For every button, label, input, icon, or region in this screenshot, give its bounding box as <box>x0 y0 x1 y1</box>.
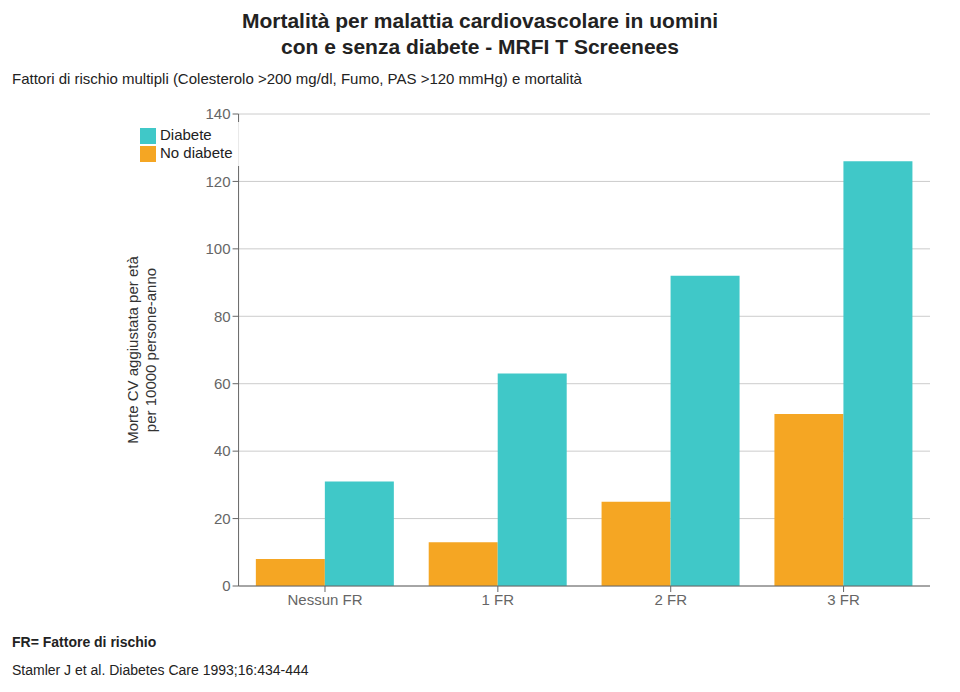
svg-text:40: 40 <box>214 442 231 459</box>
svg-text:0: 0 <box>222 577 230 594</box>
html-text:Mortalità per malattia cardiov: Mortalità per malattia cardiovascolare i… <box>241 9 719 58</box>
html-text:Diabete: Diabete <box>160 126 212 143</box>
svg-text:1 FR: 1 FR <box>482 591 515 608</box>
html-text:Fattori di rischio multipli (C: Fattori di rischio multipli (Colesterolo… <box>12 70 582 87</box>
svg-text:Nessun FR: Nessun FR <box>287 591 362 608</box>
svg-text:2 FR: 2 FR <box>654 591 687 608</box>
html-text:No diabete: No diabete <box>160 144 233 161</box>
svg-text:140: 140 <box>206 105 231 122</box>
svg-text:3 FR: 3 FR <box>827 591 860 608</box>
svg-text:100: 100 <box>206 240 231 257</box>
svg-text:120: 120 <box>206 173 231 190</box>
svg-text:Morte CV aggiustata per etàper: Morte CV aggiustata per etàper 10000 per… <box>124 256 159 444</box>
svg-text:80: 80 <box>214 308 231 325</box>
html-text:FR= Fattore di rischio: FR= Fattore di rischio <box>12 634 157 650</box>
html-text:Stamler J et al. Diabetes Care: Stamler J et al. Diabetes Care 1993;16:4… <box>12 662 309 678</box>
svg-text:20: 20 <box>214 510 231 527</box>
svg-text:60: 60 <box>214 375 231 392</box>
